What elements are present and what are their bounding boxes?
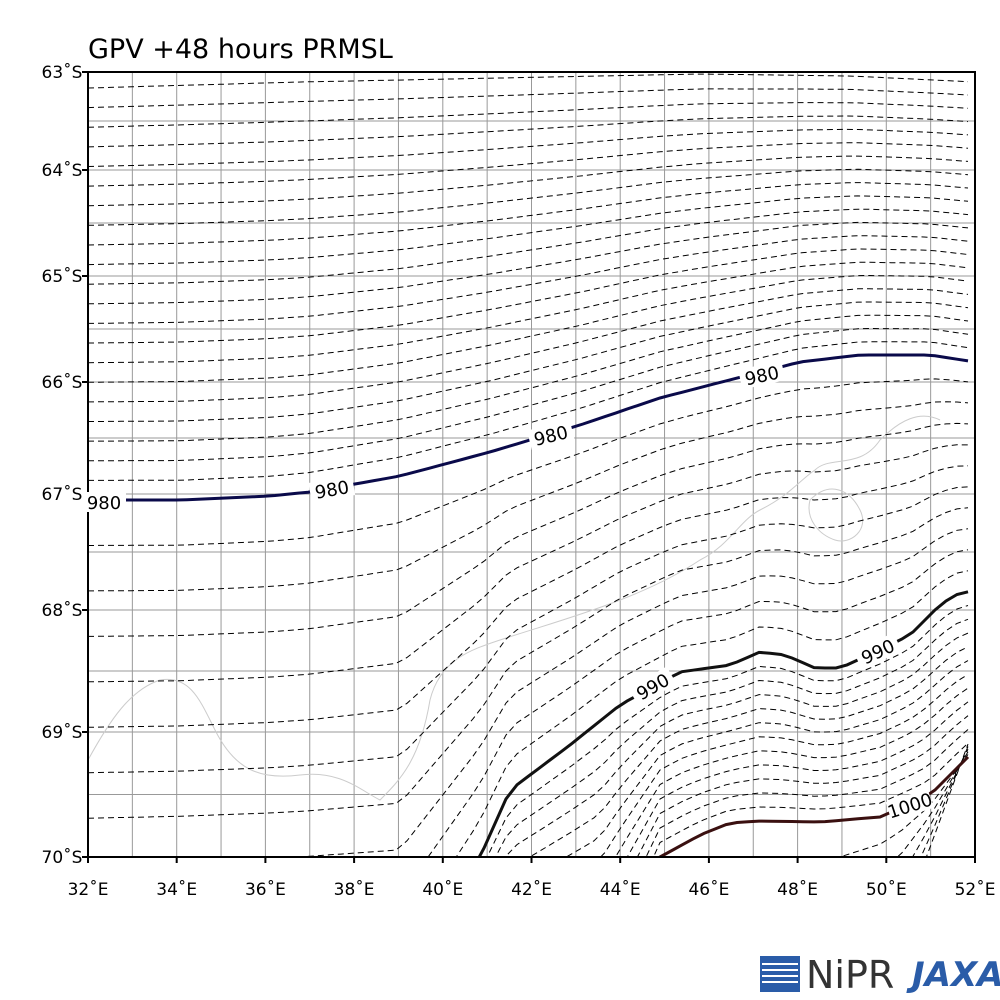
isobar — [88, 142, 969, 187]
lon-label: 52˚E — [955, 879, 996, 900]
lon-label: 32˚E — [68, 879, 109, 900]
nipr-text: NiPR — [806, 953, 894, 997]
nipr-logo: NiPR — [760, 953, 894, 997]
isobar — [88, 168, 969, 226]
lon-label: 50˚E — [866, 879, 907, 900]
isobar — [88, 401, 969, 592]
isobar — [88, 88, 969, 109]
isobar — [88, 128, 969, 167]
isobar-1000 — [658, 755, 970, 857]
lon-label: 34˚E — [156, 879, 197, 900]
isobar — [504, 632, 969, 857]
contour-label: 980 — [87, 493, 121, 514]
isobar — [494, 618, 969, 857]
grid — [82, 71, 976, 863]
label-bg — [885, 788, 934, 822]
lat-label: 68˚S — [42, 600, 83, 621]
isobar — [88, 73, 969, 89]
isobar — [88, 221, 969, 305]
frame — [87, 71, 976, 858]
lat-label: 64˚S — [42, 160, 83, 181]
isobar — [88, 248, 969, 344]
label-bg — [526, 420, 575, 451]
isobar — [486, 605, 969, 857]
isobar — [88, 341, 969, 481]
isobar — [88, 261, 969, 364]
isobar — [88, 327, 969, 462]
label-bg — [308, 475, 356, 503]
isobar — [88, 378, 969, 546]
isobar — [478, 591, 969, 857]
lat-label: 63˚S — [42, 62, 83, 83]
lat-label: 70˚S — [42, 847, 83, 868]
label-bg — [82, 492, 126, 512]
coastline — [88, 415, 941, 801]
lon-label: 46˚E — [688, 879, 729, 900]
isobar — [88, 102, 969, 128]
contours — [88, 73, 970, 857]
isobar — [88, 195, 969, 266]
lon-label: 48˚E — [777, 879, 818, 900]
isobar — [88, 155, 969, 207]
isobar — [88, 486, 969, 774]
isobar — [88, 288, 969, 403]
lat-label: 67˚S — [42, 484, 83, 505]
isobar — [88, 465, 969, 728]
jaxa-text: JAXA — [906, 955, 1000, 995]
isobar — [88, 314, 969, 442]
isobar — [88, 444, 969, 683]
isobar — [614, 687, 969, 857]
lon-label: 42˚E — [511, 879, 552, 900]
isobar-980 — [88, 353, 969, 502]
labels: 63˚S 64˚S 65˚S 66˚S 67˚S 68˚S 69˚S 70˚S 32˚E 34˚E… — [42, 62, 996, 900]
isobar — [652, 742, 969, 857]
lon-label: 38˚E — [334, 879, 375, 900]
label-bg — [853, 632, 902, 670]
lon-label: 44˚E — [600, 879, 641, 900]
isobar — [88, 301, 969, 422]
contour-label: 980 — [743, 363, 781, 391]
lon-label: 40˚E — [422, 879, 463, 900]
isobar — [565, 660, 969, 857]
isobar — [285, 528, 969, 857]
label-bg — [738, 360, 786, 390]
label-bg — [628, 666, 677, 706]
isobar — [88, 208, 969, 285]
contour-label: 980 — [532, 422, 570, 451]
isobar — [88, 507, 969, 819]
lat-label: 65˚S — [42, 266, 83, 287]
isobar — [88, 115, 969, 148]
map-title: GPV +48 hours PRMSL — [88, 34, 393, 65]
contour-label: 980 — [313, 477, 350, 504]
isobar — [427, 549, 969, 857]
isobar — [88, 274, 969, 383]
lat-label: 66˚S — [42, 372, 83, 393]
isobar — [455, 570, 969, 857]
isobar — [88, 422, 969, 637]
isobar — [88, 182, 969, 246]
isobar — [599, 673, 969, 857]
lat-label: 69˚S — [42, 722, 83, 743]
isobar-990 — [477, 590, 969, 857]
isobar — [88, 235, 969, 324]
isobar — [528, 646, 969, 857]
lon-label: 36˚E — [245, 879, 286, 900]
